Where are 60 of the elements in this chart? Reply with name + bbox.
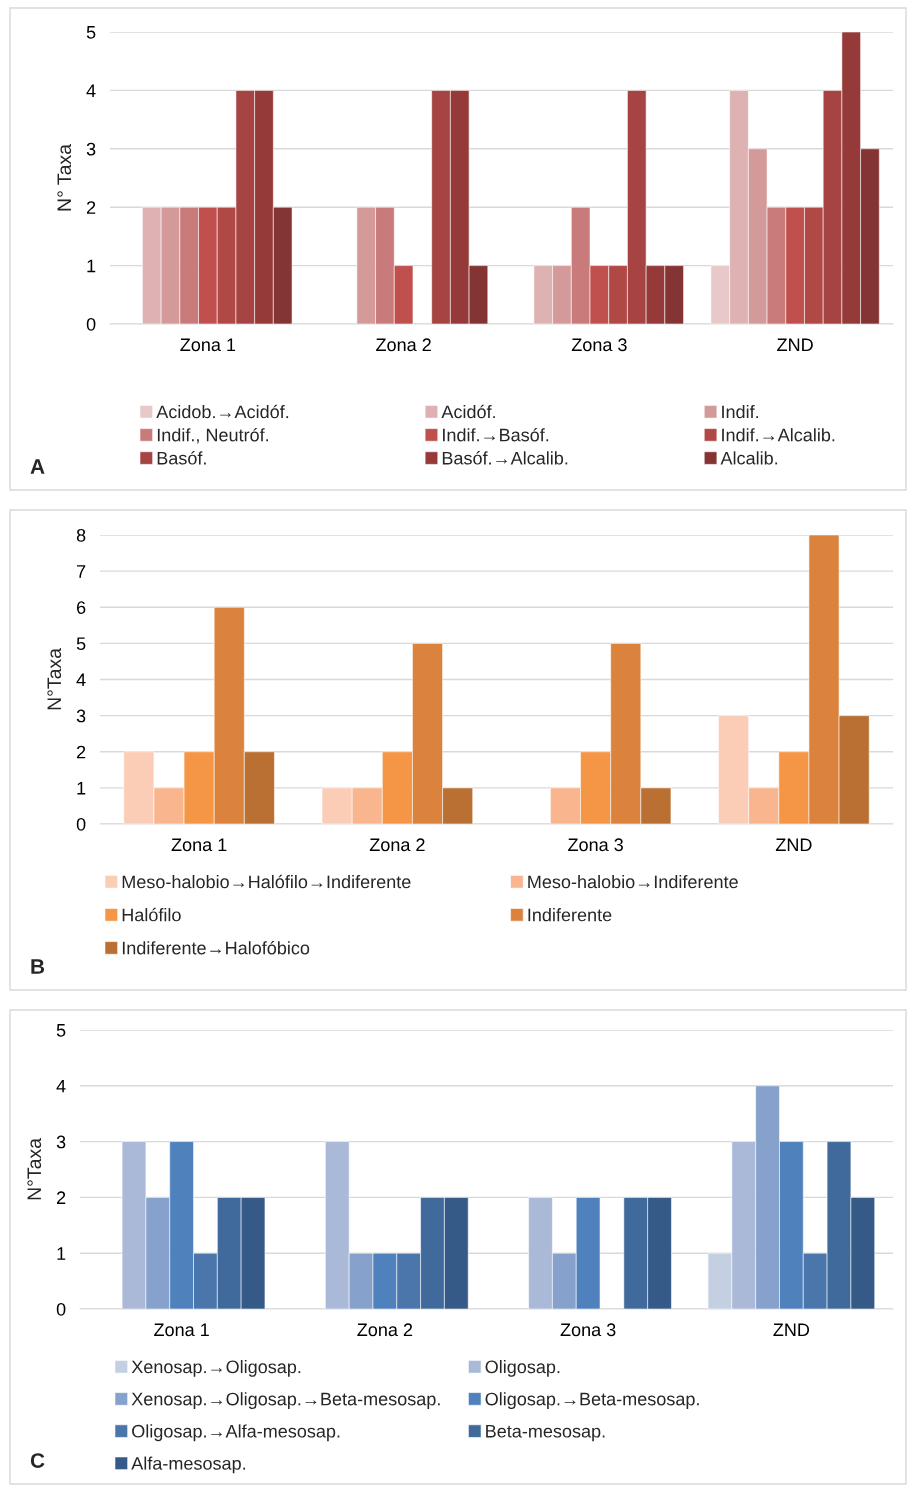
- legend-label: Oligosap.→Alfa-mesosap.: [132, 1424, 340, 1442]
- text: A: [30, 459, 45, 474]
- legend-label: Halófilo: [122, 907, 181, 922]
- legend-label: Oligosap.→Beta-mesosap.: [485, 1392, 699, 1410]
- legend-label: Xenosap.→Oligosap.→Beta-mesosap.: [131, 1392, 440, 1410]
- y-tick-label: 4: [76, 673, 86, 687]
- y-axis-title: N°Taxa: [47, 648, 62, 710]
- y-tick-label: 4: [56, 1079, 66, 1093]
- y-tick-label: 7: [77, 565, 86, 578]
- legend-label: Acidob.→Acidóf.: [156, 404, 289, 419]
- x-tick-label: ZND: [775, 838, 812, 851]
- x-tick-label: Zona 2: [357, 1323, 413, 1337]
- legend-label: Xenosap.→Oligosap.: [131, 1360, 301, 1377]
- y-tick-label: 1: [57, 1247, 66, 1260]
- legend-label: Alfa-mesosap.: [131, 1456, 246, 1474]
- legend-label: Acidóf.: [441, 404, 495, 419]
- legend-label: Indiferente: [528, 908, 612, 922]
- x-tick-label: Zona 3: [560, 1323, 616, 1337]
- x-tick-label: Zona 2: [376, 338, 431, 352]
- y-tick-label: 5: [76, 637, 86, 651]
- y-tick-label: 6: [76, 601, 86, 614]
- y-axis-title: N° Taxa: [57, 144, 72, 211]
- legend-label: Indif.→Alcalib.: [722, 428, 835, 442]
- legend-label: Alcalib.: [720, 451, 778, 465]
- x-tick-label: ZND: [777, 338, 813, 351]
- legend-label: Indif., Neutróf.: [157, 427, 268, 444]
- y-tick-label: 0: [86, 317, 96, 331]
- y-tick-label: 0: [76, 817, 86, 831]
- legend-label: Basóf.→Alcalib.: [442, 451, 568, 465]
- x-tick-label: Zona 1: [154, 1323, 209, 1337]
- y-tick-label: 5: [86, 26, 96, 39]
- x-tick-label: Zona 1: [171, 838, 227, 852]
- y-tick-label: 1: [77, 782, 86, 795]
- y-tick-label: 3: [56, 1135, 66, 1149]
- legend-label: Meso-halobio→Halófilo→Indiferente: [122, 874, 411, 889]
- y-tick-label: 3: [76, 709, 86, 723]
- text: C: [30, 1453, 45, 1468]
- y-tick-label: 1: [87, 259, 96, 273]
- y-axis-title: N°Taxa: [27, 1138, 42, 1200]
- y-tick-label: 5: [56, 1024, 66, 1037]
- y-tick-label: 4: [86, 84, 96, 97]
- y-tick-label: 2: [76, 745, 86, 759]
- y-tick-label: 3: [86, 142, 96, 156]
- x-tick-label: Zona 2: [369, 838, 425, 852]
- legend-label: Basóf.: [157, 451, 206, 465]
- x-tick-label: Zona 1: [180, 338, 236, 352]
- legend-label: Meso-halobio→Indiferente: [528, 875, 738, 889]
- legend-label: Indiferente→Halofóbico: [122, 940, 310, 955]
- y-tick-label: 2: [56, 1191, 66, 1204]
- x-tick-label: Zona 3: [571, 338, 627, 352]
- y-tick-label: 8: [76, 528, 86, 542]
- legend-label: Indif.: [722, 405, 758, 419]
- legend-label: Oligosap.: [485, 1360, 560, 1377]
- y-tick-label: 2: [86, 201, 96, 214]
- text: B: [31, 959, 45, 974]
- y-tick-label: 0: [56, 1302, 66, 1316]
- legend-label: Beta-mesosap.: [486, 1425, 605, 1442]
- x-tick-label: Zona 3: [568, 838, 623, 852]
- x-tick-label: ZND: [773, 1323, 810, 1336]
- legend-label: Indif.→Basóf.: [443, 427, 549, 442]
